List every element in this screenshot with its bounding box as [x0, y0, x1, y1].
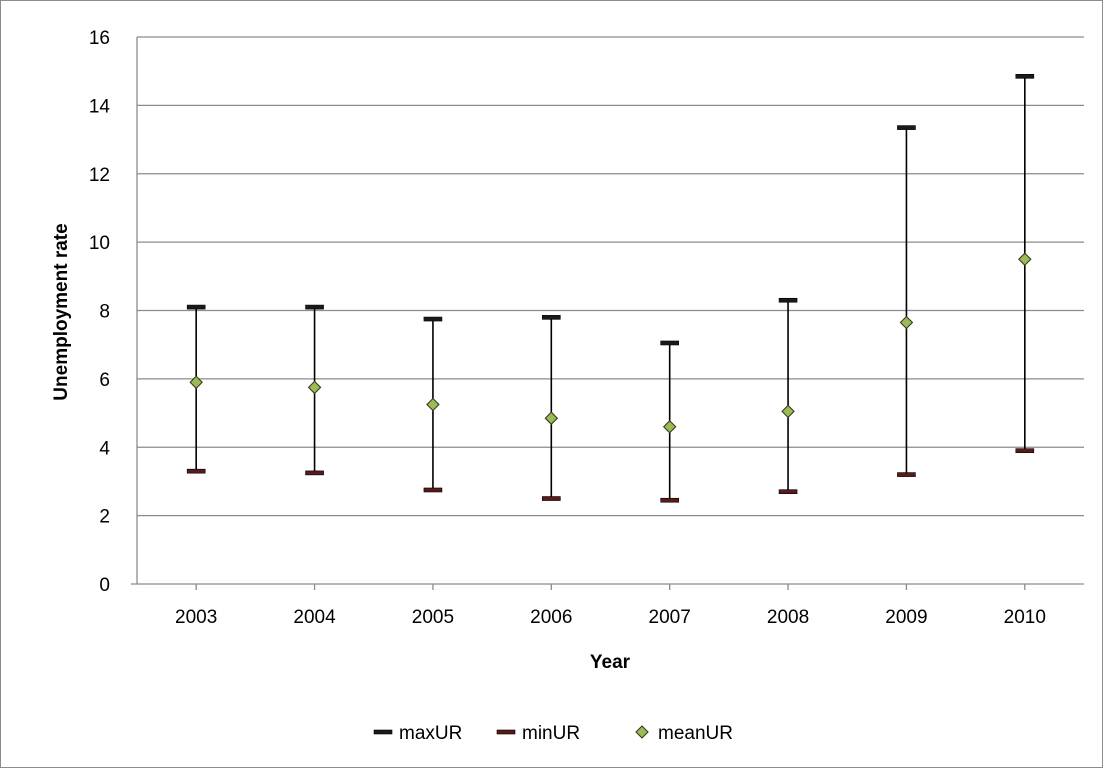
y-tick-label: 2: [99, 507, 110, 528]
mean-point: [662, 419, 677, 434]
y-tick-label: 12: [89, 165, 110, 186]
mean-point: [307, 380, 322, 395]
axes: [131, 37, 1084, 590]
legend-symbol: [373, 729, 393, 735]
max-point: [897, 125, 916, 130]
mean-point: [1018, 252, 1032, 266]
y-tick-label: 6: [99, 370, 110, 391]
max-point: [778, 297, 798, 303]
x-tick-label: 2004: [293, 607, 336, 628]
legend-label: minUR: [522, 723, 580, 744]
y-axis-title: Unemployment rate: [51, 223, 72, 400]
x-tick-label: 2005: [412, 607, 454, 628]
x-tick-label: 2006: [530, 607, 572, 628]
mean-point: [781, 404, 795, 419]
max-point: [186, 304, 206, 310]
y-tick-label: 0: [99, 575, 110, 596]
legend-label: meanUR: [658, 723, 733, 744]
max-point: [1015, 74, 1035, 79]
x-tick-label: 2008: [767, 607, 809, 628]
min-point: [897, 472, 916, 477]
legend: maxUR minUR meanUR: [373, 723, 733, 744]
mean-point: [426, 397, 440, 412]
max-point: [542, 315, 561, 320]
y-tick-label: 14: [89, 96, 111, 117]
legend-label: maxUR: [399, 723, 462, 744]
x-axis-title: Year: [590, 652, 631, 673]
x-tick-label: 2010: [1004, 607, 1046, 628]
y-tick-label: 10: [89, 233, 110, 254]
min-point: [423, 487, 443, 493]
min-point: [660, 497, 679, 503]
min-point: [305, 470, 324, 476]
y-tick-label: 16: [89, 28, 110, 49]
data-markers: [186, 74, 1035, 503]
x-tick-label: 2007: [649, 607, 691, 628]
x-tick-label: 2003: [175, 607, 217, 628]
legend-symbol: [496, 729, 516, 735]
mean-point: [189, 375, 203, 390]
y-tick-label: 4: [99, 438, 110, 459]
max-point: [305, 304, 324, 310]
gridlines: [137, 36, 1084, 517]
min-point: [186, 468, 206, 474]
max-point: [660, 340, 679, 346]
legend-symbol: [635, 725, 649, 739]
max-point: [423, 316, 443, 322]
x-tick-label: 2009: [885, 607, 927, 628]
error-bars: [195, 76, 1026, 501]
mean-point: [899, 315, 914, 330]
min-point: [542, 496, 561, 501]
min-point: [1015, 448, 1035, 453]
tick-labels: 0 2 4 6 8 10 12 14 16 2003 2004 2005 2006 2007 2008 200…: [89, 28, 1046, 628]
mean-point: [544, 411, 559, 425]
min-point: [778, 489, 798, 494]
y-tick-label: 8: [99, 302, 110, 323]
